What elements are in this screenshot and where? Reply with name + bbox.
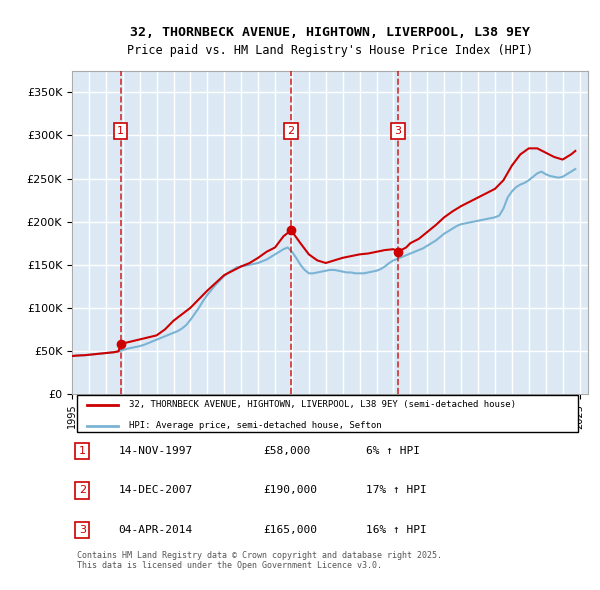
Text: Price paid vs. HM Land Registry's House Price Index (HPI): Price paid vs. HM Land Registry's House … — [127, 44, 533, 57]
Text: HPI: Average price, semi-detached house, Sefton: HPI: Average price, semi-detached house,… — [129, 421, 382, 430]
Text: £190,000: £190,000 — [263, 486, 317, 496]
Text: £165,000: £165,000 — [263, 525, 317, 535]
Text: 04-APR-2014: 04-APR-2014 — [118, 525, 193, 535]
Text: 14-NOV-1997: 14-NOV-1997 — [118, 446, 193, 456]
Text: 1: 1 — [117, 126, 124, 136]
Text: Contains HM Land Registry data © Crown copyright and database right 2025.
This d: Contains HM Land Registry data © Crown c… — [77, 550, 442, 570]
Text: 1: 1 — [79, 446, 86, 456]
Text: £58,000: £58,000 — [263, 446, 310, 456]
Text: 17% ↑ HPI: 17% ↑ HPI — [366, 486, 427, 496]
Text: 16% ↑ HPI: 16% ↑ HPI — [366, 525, 427, 535]
Text: 32, THORNBECK AVENUE, HIGHTOWN, LIVERPOOL, L38 9EY (semi-detached house): 32, THORNBECK AVENUE, HIGHTOWN, LIVERPOO… — [129, 401, 516, 409]
FancyBboxPatch shape — [77, 395, 578, 432]
Text: 32, THORNBECK AVENUE, HIGHTOWN, LIVERPOOL, L38 9EY: 32, THORNBECK AVENUE, HIGHTOWN, LIVERPOO… — [130, 26, 530, 39]
Text: 2: 2 — [287, 126, 295, 136]
Text: 3: 3 — [394, 126, 401, 136]
Text: 6% ↑ HPI: 6% ↑ HPI — [366, 446, 420, 456]
Text: 14-DEC-2007: 14-DEC-2007 — [118, 486, 193, 496]
Text: 3: 3 — [79, 525, 86, 535]
Text: 2: 2 — [79, 486, 86, 496]
